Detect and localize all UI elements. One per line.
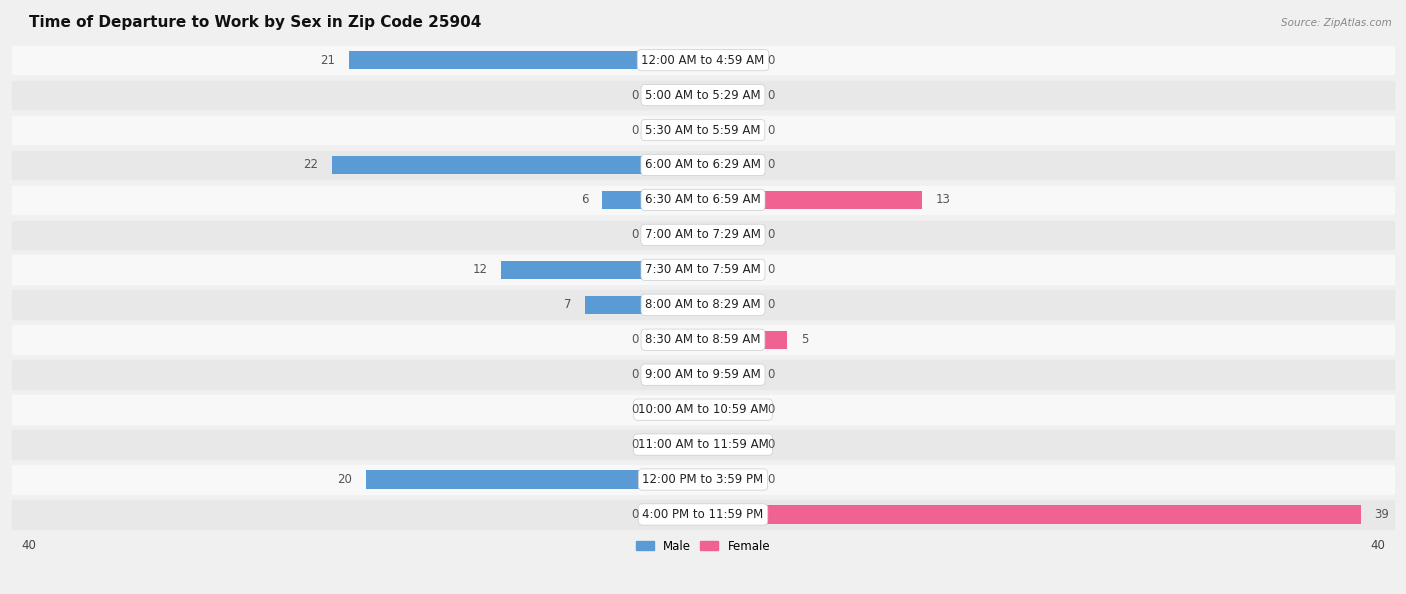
Text: 0: 0 <box>768 473 775 486</box>
Bar <box>11 151 1395 179</box>
Bar <box>11 361 1395 389</box>
Bar <box>703 86 754 104</box>
Bar <box>703 296 754 314</box>
Bar <box>703 51 754 69</box>
Bar <box>11 500 1395 529</box>
Bar <box>11 290 1395 319</box>
Text: 7:00 AM to 7:29 AM: 7:00 AM to 7:29 AM <box>645 228 761 241</box>
Bar <box>703 121 754 139</box>
Text: 12: 12 <box>472 263 488 276</box>
Text: 10:00 AM to 10:59 AM: 10:00 AM to 10:59 AM <box>638 403 768 416</box>
Text: 12:00 PM to 3:59 PM: 12:00 PM to 3:59 PM <box>643 473 763 486</box>
Text: 0: 0 <box>768 89 775 102</box>
Bar <box>501 261 703 279</box>
Bar <box>11 116 1395 144</box>
Bar <box>11 81 1395 109</box>
Bar <box>652 86 703 104</box>
Text: 6:30 AM to 6:59 AM: 6:30 AM to 6:59 AM <box>645 194 761 207</box>
Bar <box>703 400 754 419</box>
Text: 6:00 AM to 6:29 AM: 6:00 AM to 6:29 AM <box>645 159 761 172</box>
Bar <box>11 395 1395 424</box>
Text: 0: 0 <box>631 403 638 416</box>
Text: 7:30 AM to 7:59 AM: 7:30 AM to 7:59 AM <box>645 263 761 276</box>
Bar <box>703 470 754 489</box>
Text: 0: 0 <box>768 438 775 451</box>
Text: 5: 5 <box>801 333 808 346</box>
Bar <box>652 121 703 139</box>
Bar <box>703 156 754 174</box>
Bar <box>11 465 1395 494</box>
Text: 0: 0 <box>631 508 638 521</box>
Text: 0: 0 <box>768 368 775 381</box>
Text: 0: 0 <box>631 89 638 102</box>
Text: 20: 20 <box>337 473 353 486</box>
Bar <box>11 326 1395 354</box>
Text: 9:00 AM to 9:59 AM: 9:00 AM to 9:59 AM <box>645 368 761 381</box>
Text: 0: 0 <box>768 263 775 276</box>
Bar <box>703 505 1361 523</box>
Bar <box>703 435 754 454</box>
Text: 0: 0 <box>768 53 775 67</box>
Bar <box>652 226 703 244</box>
Text: 0: 0 <box>631 124 638 137</box>
Bar <box>703 226 754 244</box>
Text: 0: 0 <box>768 228 775 241</box>
Bar <box>703 365 754 384</box>
Text: 12:00 AM to 4:59 AM: 12:00 AM to 4:59 AM <box>641 53 765 67</box>
Text: Source: ZipAtlas.com: Source: ZipAtlas.com <box>1281 18 1392 28</box>
Bar <box>366 470 703 489</box>
Bar <box>11 185 1395 214</box>
Bar <box>652 331 703 349</box>
Text: 0: 0 <box>768 403 775 416</box>
Bar <box>11 46 1395 74</box>
Text: 6: 6 <box>581 194 588 207</box>
Text: 5:30 AM to 5:59 AM: 5:30 AM to 5:59 AM <box>645 124 761 137</box>
Text: 22: 22 <box>304 159 319 172</box>
Bar <box>703 191 922 209</box>
Bar <box>703 331 787 349</box>
Bar <box>11 220 1395 249</box>
Text: 0: 0 <box>631 333 638 346</box>
Bar <box>349 51 703 69</box>
Bar <box>11 430 1395 459</box>
Text: 4:00 PM to 11:59 PM: 4:00 PM to 11:59 PM <box>643 508 763 521</box>
Bar <box>602 191 703 209</box>
Text: 5:00 AM to 5:29 AM: 5:00 AM to 5:29 AM <box>645 89 761 102</box>
Text: 7: 7 <box>564 298 571 311</box>
Bar <box>652 435 703 454</box>
Text: 0: 0 <box>768 159 775 172</box>
Text: 0: 0 <box>631 228 638 241</box>
Text: Time of Departure to Work by Sex in Zip Code 25904: Time of Departure to Work by Sex in Zip … <box>28 15 481 30</box>
Text: 0: 0 <box>768 298 775 311</box>
Text: 11:00 AM to 11:59 AM: 11:00 AM to 11:59 AM <box>638 438 768 451</box>
Text: 0: 0 <box>631 368 638 381</box>
Legend: Male, Female: Male, Female <box>631 535 775 557</box>
Bar <box>703 261 754 279</box>
Text: 21: 21 <box>321 53 336 67</box>
Bar <box>652 365 703 384</box>
Text: 0: 0 <box>631 438 638 451</box>
Bar <box>652 400 703 419</box>
Text: 0: 0 <box>768 124 775 137</box>
Bar <box>652 505 703 523</box>
Text: 13: 13 <box>935 194 950 207</box>
Bar <box>11 255 1395 284</box>
Text: 8:30 AM to 8:59 AM: 8:30 AM to 8:59 AM <box>645 333 761 346</box>
Bar <box>332 156 703 174</box>
Text: 39: 39 <box>1374 508 1389 521</box>
Bar <box>585 296 703 314</box>
Text: 8:00 AM to 8:29 AM: 8:00 AM to 8:29 AM <box>645 298 761 311</box>
